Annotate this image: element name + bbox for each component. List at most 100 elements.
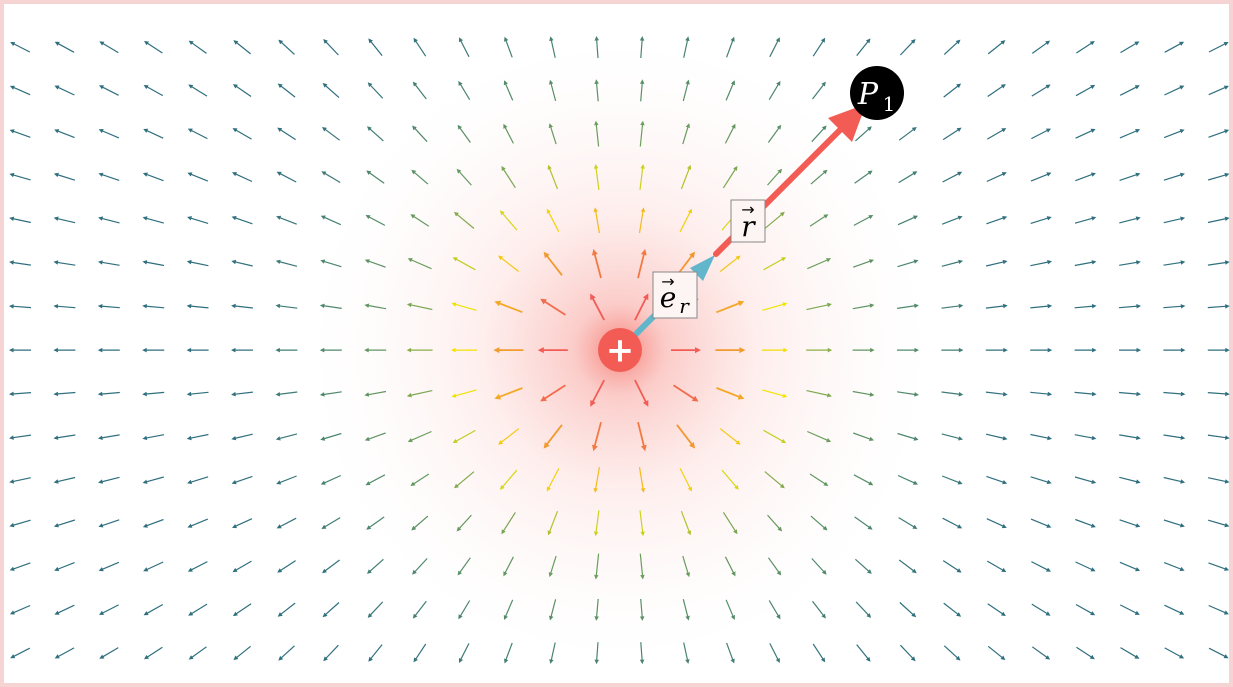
field-arrow: [986, 128, 1007, 140]
field-arrow: [187, 476, 209, 485]
field-arrow: [320, 259, 342, 268]
field-arrow: [53, 434, 76, 440]
field-arrow: [899, 602, 917, 618]
field-arrow: [142, 260, 165, 267]
field-arrow: [768, 80, 781, 101]
field-arrow: [188, 646, 207, 660]
field-arrow: [367, 82, 384, 99]
field-arrow: [1208, 562, 1230, 571]
field-arrow: [592, 421, 602, 452]
field-arrow: [853, 215, 874, 226]
field-arrow: [1074, 476, 1097, 484]
field-arrow: [543, 424, 563, 449]
field-arrow: [1208, 172, 1230, 181]
field-arrow: [1208, 85, 1229, 96]
field-arrow: [1207, 347, 1230, 353]
field-arrows: [9, 36, 1230, 665]
field-arrow: [855, 126, 872, 142]
field-arrow: [590, 293, 605, 321]
field-arrow: [683, 642, 690, 664]
field-arrow: [852, 432, 874, 441]
field-arrow: [459, 37, 470, 58]
field-arrow: [715, 347, 746, 354]
field-arrow: [1119, 260, 1141, 266]
field-arrow: [767, 168, 783, 186]
field-arrow: [1163, 476, 1186, 484]
field-arrow: [898, 127, 917, 141]
field-arrow: [719, 255, 741, 272]
field-arrow: [406, 302, 433, 311]
field-arrow: [1030, 391, 1053, 397]
field-arrow: [53, 519, 76, 528]
field-arrow: [680, 164, 692, 190]
field-arrow: [1207, 477, 1230, 484]
field-arrow: [144, 646, 163, 660]
field-arrow: [593, 510, 600, 537]
field-arrow: [725, 599, 735, 620]
field-arrow: [986, 172, 1007, 183]
field-arrow: [10, 42, 31, 53]
field-arrow: [53, 260, 76, 266]
field-arrow: [275, 433, 298, 441]
field-arrow: [594, 642, 599, 665]
field-arrow: [278, 39, 295, 55]
field-arrow: [767, 557, 782, 576]
field-arrow: [451, 302, 477, 311]
field-arrow: [494, 387, 523, 400]
field-arrow: [855, 558, 872, 574]
field-arrow: [9, 216, 31, 224]
field-arrow: [1074, 216, 1097, 224]
field-arrow: [1163, 260, 1186, 266]
field-arrow: [231, 259, 253, 267]
field-arrow: [763, 257, 787, 271]
field-arrow: [764, 211, 785, 230]
field-arrow: [1030, 260, 1052, 267]
field-arrow: [1208, 129, 1230, 138]
field-arrow: [943, 602, 962, 617]
field-arrow: [1119, 604, 1140, 615]
field-arrow: [1208, 604, 1229, 615]
field-arrow: [142, 391, 165, 397]
field-arrow: [142, 304, 165, 309]
field-arrow: [54, 129, 75, 139]
field-arrow: [898, 559, 917, 574]
field-arrow: [366, 170, 385, 184]
field-arrow: [1208, 647, 1229, 659]
field-arrow: [897, 259, 919, 268]
field-arrow: [142, 172, 164, 182]
field-arrow: [987, 40, 1006, 55]
field-arrow: [986, 518, 1007, 529]
field-arrow: [320, 474, 342, 485]
field-arrow: [725, 80, 735, 101]
field-arrow: [1119, 434, 1141, 440]
field-arrow: [54, 85, 75, 96]
field-arrow: [231, 475, 253, 485]
field-arrow: [413, 37, 427, 57]
field-arrow: [941, 215, 963, 225]
field-arrow: [231, 216, 253, 225]
field-arrow: [454, 471, 475, 489]
field-arrow: [98, 434, 120, 440]
field-arrow: [1163, 129, 1185, 139]
field-arrow: [504, 642, 513, 664]
field-arrow: [9, 604, 31, 615]
field-arrow: [9, 562, 31, 571]
field-arrow: [364, 347, 387, 353]
field-arrow: [537, 347, 568, 354]
field-arrow: [985, 259, 1008, 267]
field-arrow: [764, 471, 785, 489]
field-arrow: [1208, 519, 1230, 528]
field-arrow: [899, 644, 916, 662]
field-arrow: [9, 172, 31, 181]
field-arrow: [1119, 561, 1141, 572]
field-arrow: [365, 474, 386, 486]
field-arrow: [143, 561, 164, 572]
field-arrow: [187, 128, 208, 140]
field-arrow: [186, 433, 209, 441]
field-arrow: [1074, 304, 1097, 309]
field-arrow: [854, 170, 873, 184]
field-arrow: [277, 602, 296, 617]
field-arrow: [724, 123, 736, 144]
field-arrow: [411, 515, 429, 531]
field-arrow: [1074, 347, 1097, 353]
